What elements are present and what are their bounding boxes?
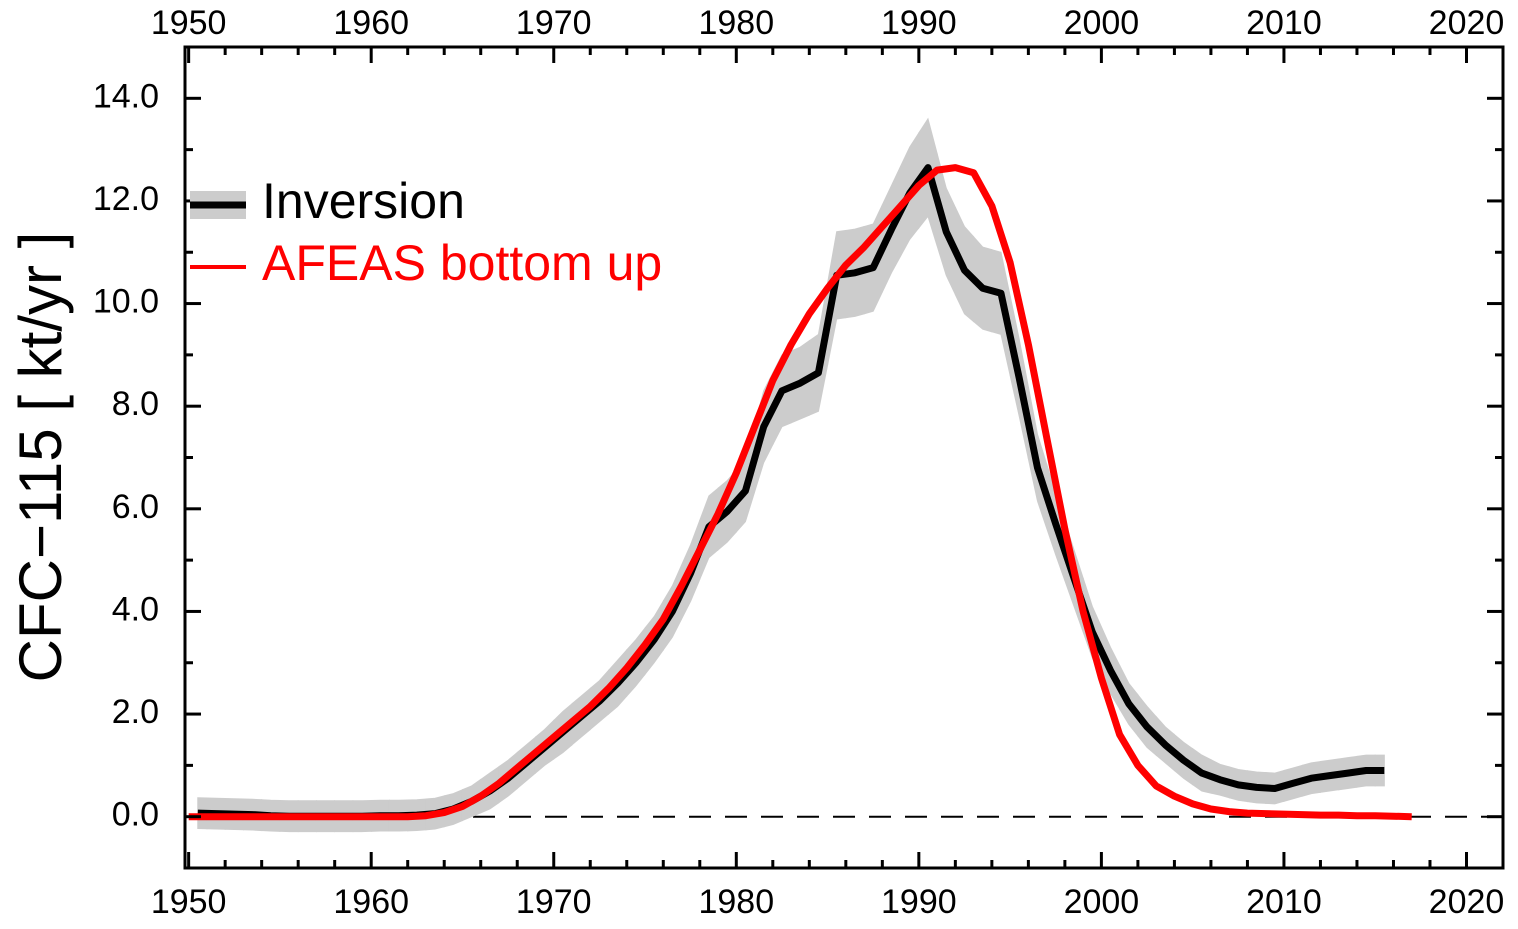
x-tick-label: 1960 <box>333 883 409 921</box>
y-axis-label: CFC−115 [ kt/yr ] <box>7 232 74 683</box>
y-tick-label: 8.0 <box>112 385 159 423</box>
y-tick-label: 12.0 <box>93 180 159 218</box>
x-tick-label: 1980 <box>698 883 774 921</box>
x-tick-label: 1950 <box>151 883 227 921</box>
y-tick-label: 6.0 <box>112 488 159 526</box>
x-tick-label: 1990 <box>881 883 957 921</box>
x-tick-label: 1970 <box>516 883 592 921</box>
x-tick-label: 2010 <box>1246 883 1322 921</box>
x-tick-label-top: 2000 <box>1064 4 1140 42</box>
x-tick-label-top: 2020 <box>1429 4 1505 42</box>
legend-label: AFEAS bottom up <box>262 235 662 291</box>
legend-label: Inversion <box>262 173 465 229</box>
x-tick-label-top: 1950 <box>151 4 227 42</box>
x-tick-label-top: 2010 <box>1246 4 1322 42</box>
x-tick-label: 2020 <box>1429 883 1505 921</box>
x-tick-label: 2000 <box>1064 883 1140 921</box>
y-tick-label: 10.0 <box>93 283 159 321</box>
x-tick-label-top: 1990 <box>881 4 957 42</box>
x-tick-label-top: 1970 <box>516 4 592 42</box>
series-line <box>188 164 1412 821</box>
y-tick-label: 14.0 <box>93 77 159 115</box>
y-tick-label: 4.0 <box>112 590 159 628</box>
x-tick-label-top: 1960 <box>333 4 409 42</box>
y-tick-label: 2.0 <box>112 693 159 731</box>
y-tick-label: 0.0 <box>112 796 159 834</box>
plot-frame <box>183 45 1505 870</box>
x-tick-label-top: 1980 <box>698 4 774 42</box>
